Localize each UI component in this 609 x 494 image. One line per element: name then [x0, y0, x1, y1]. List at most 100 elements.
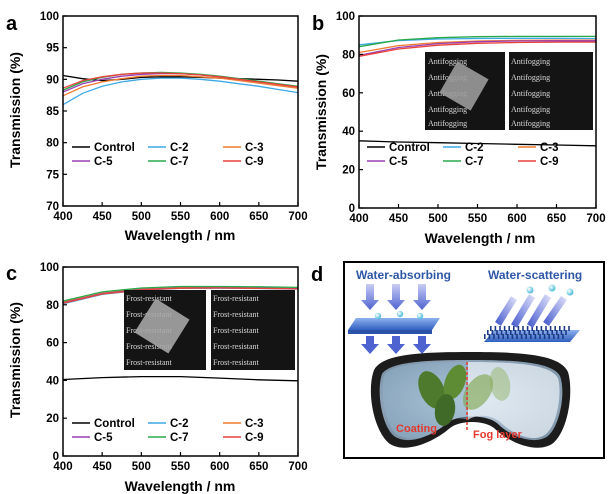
x-tick-label: 600	[210, 461, 229, 473]
micro-pillar	[530, 334, 532, 339]
legend-label: C-5	[94, 432, 113, 444]
water-droplet-icon	[416, 312, 424, 320]
photo-text-row: Antifogging	[511, 89, 550, 98]
coating-label: Coating	[396, 423, 437, 435]
panel-letter-a: a	[6, 13, 18, 35]
micro-pillar	[493, 334, 495, 339]
photo-text-row: Frost-resistant	[213, 310, 260, 319]
scattered-arrow	[510, 294, 536, 328]
transmitted-arrow	[361, 336, 379, 354]
y-tick-label: 80	[342, 49, 355, 61]
water-absorbing-illustration	[348, 284, 440, 354]
micro-pillar	[563, 326, 566, 331]
transmitted-arrow	[387, 336, 405, 354]
water-scattering-title: Water-scattering	[488, 268, 582, 282]
plot-frame	[62, 15, 299, 207]
x-tick-label: 400	[53, 211, 72, 223]
micro-pillar	[520, 334, 523, 339]
legend-label: C-9	[540, 156, 559, 168]
micro-pillar	[526, 326, 529, 331]
x-tick-label: 650	[547, 213, 566, 225]
y-tick-label: 60	[342, 88, 355, 100]
x-tick-label: 650	[249, 461, 268, 473]
micro-pillar	[523, 330, 526, 335]
y-tick-label: 100	[336, 11, 355, 23]
micro-pillar	[546, 330, 549, 335]
legend-label: C-3	[540, 142, 559, 154]
antifogging-photo-inset: Antifogging Antifogging Antifogging Anti…	[425, 52, 593, 130]
water-droplet-icon	[374, 312, 382, 320]
y-tick-label: 70	[46, 201, 59, 213]
incoming-arrow	[413, 284, 431, 310]
x-tick-label: 600	[507, 213, 526, 225]
micro-pillar	[510, 330, 512, 335]
series-line-c-7	[358, 35, 596, 48]
y-axis-title-b: Transmission (%)	[313, 54, 329, 170]
micro-pillar	[499, 326, 501, 331]
panel-letter-b: b	[312, 13, 324, 35]
micro-pillar	[539, 334, 541, 339]
micro-pillar	[533, 330, 535, 335]
micro-pillar	[491, 330, 494, 335]
incoming-arrow	[387, 284, 405, 310]
micro-pillar	[496, 330, 498, 335]
micro-pillar	[513, 326, 515, 331]
micro-pillar	[545, 326, 547, 331]
frosted-sample-square	[134, 298, 190, 354]
series-line-c-2	[62, 77, 299, 106]
micro-pillar	[536, 326, 538, 331]
micro-pillar	[505, 330, 507, 335]
legend-label: C-5	[389, 156, 408, 168]
x-tick-label: 700	[288, 211, 307, 223]
micro-pillar	[557, 334, 560, 339]
absorbing-film	[348, 318, 440, 330]
y-tick-label: 80	[46, 300, 59, 312]
panel-d-diagram: d Water-absorbing Water-scattering	[311, 261, 605, 459]
panel-letter-d: d	[311, 264, 323, 286]
y-tick-label: 40	[342, 126, 355, 138]
y-tick-label: 100	[40, 262, 59, 274]
legend-label: C-7	[465, 156, 484, 168]
water-droplet-icon	[548, 284, 556, 292]
micro-pillar	[497, 334, 500, 339]
y-tick-label: 0	[53, 451, 59, 463]
micro-pillar	[568, 326, 570, 331]
photo-text-row: Antifogging	[511, 57, 550, 66]
x-tick-label: 650	[249, 211, 268, 223]
absorbing-film-edge	[348, 330, 432, 334]
micro-pillar	[543, 334, 546, 339]
scattered-arrow	[526, 294, 552, 328]
x-tick-label: 550	[468, 213, 487, 225]
panel-c: c 400 450 500 550 600 650 700 0 20 40 60 80 100 Contr…	[6, 262, 308, 494]
y-tick-label: 75	[46, 169, 59, 181]
micro-pillar	[517, 326, 520, 331]
micro-pillar	[556, 330, 558, 335]
micro-pillar	[542, 330, 544, 335]
micro-pillar	[522, 326, 524, 331]
legend-label: C-2	[170, 142, 189, 154]
photo-text-row: Frost-resistant	[213, 342, 260, 351]
y-tick-label: 95	[46, 43, 59, 55]
micro-pillar	[534, 334, 537, 339]
photo-text-row: Antifogging	[511, 119, 550, 128]
legend-label: C-3	[245, 418, 264, 430]
x-axis-title-b: Wavelength / nm	[425, 230, 536, 246]
y-tick-label: 90	[46, 74, 59, 86]
micro-pillars	[484, 326, 570, 339]
goggles-illustration: Coating Fog layer	[370, 352, 571, 448]
x-tick-label: 500	[132, 461, 151, 473]
y-tick-label: 100	[40, 11, 59, 23]
fog-layer-label: Fog layer	[473, 429, 523, 441]
frost-resistant-photo-inset: Frost-resistant Frost-resistant Frost-re…	[124, 290, 295, 370]
x-tick-label: 700	[288, 461, 307, 473]
plot-area-b: 400 450 500 550 600 650 700 0 20 40 60 80 100 Control…	[336, 11, 606, 225]
micro-pillar	[554, 326, 556, 331]
micro-pillar	[548, 334, 550, 339]
micro-pillar	[514, 330, 517, 335]
legend-label: Control	[389, 142, 430, 154]
micro-pillar	[490, 326, 492, 331]
micro-pillar	[553, 334, 555, 339]
micro-pillar	[537, 330, 540, 335]
legend-label: C-9	[245, 156, 264, 168]
y-tick-label: 85	[46, 106, 59, 118]
